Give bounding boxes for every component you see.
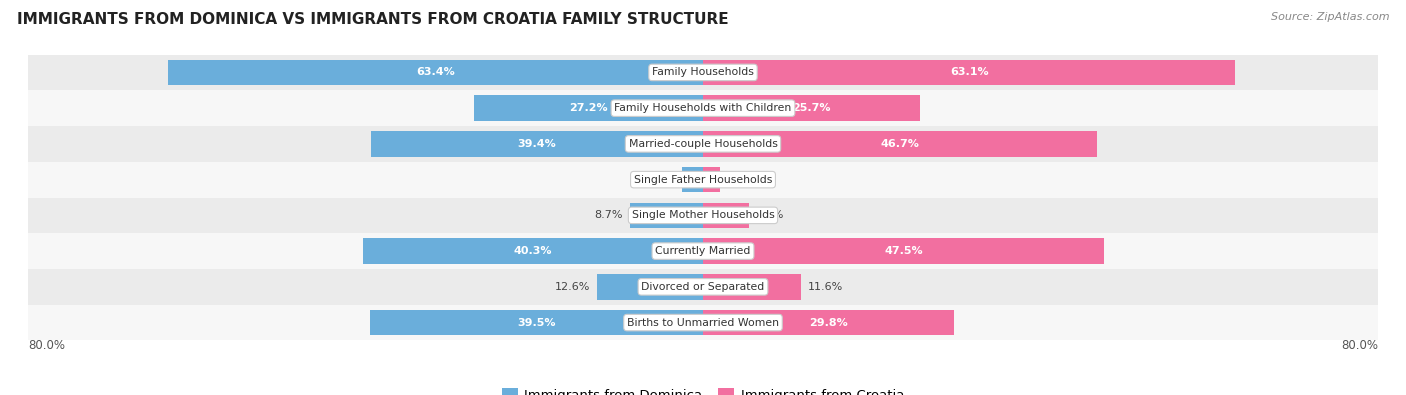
Text: Single Mother Households: Single Mother Households <box>631 211 775 220</box>
Text: 80.0%: 80.0% <box>1341 339 1378 352</box>
Text: 40.3%: 40.3% <box>513 246 553 256</box>
Text: 8.7%: 8.7% <box>595 211 623 220</box>
Bar <box>703 60 1236 85</box>
Bar <box>28 198 1378 233</box>
Text: 25.7%: 25.7% <box>792 103 831 113</box>
Text: Married-couple Households: Married-couple Households <box>628 139 778 149</box>
Text: 46.7%: 46.7% <box>880 139 920 149</box>
Text: 63.1%: 63.1% <box>950 68 988 77</box>
Bar <box>28 269 1378 305</box>
Text: 39.4%: 39.4% <box>517 139 557 149</box>
Text: 27.2%: 27.2% <box>569 103 607 113</box>
Text: Source: ZipAtlas.com: Source: ZipAtlas.com <box>1271 12 1389 22</box>
Bar <box>474 95 703 121</box>
Text: 29.8%: 29.8% <box>810 318 848 327</box>
Bar <box>703 167 720 192</box>
Bar <box>28 55 1378 90</box>
Bar <box>703 274 801 300</box>
Text: 39.5%: 39.5% <box>517 318 555 327</box>
Bar <box>28 90 1378 126</box>
Text: 63.4%: 63.4% <box>416 68 456 77</box>
Bar <box>28 233 1378 269</box>
Text: Family Households with Children: Family Households with Children <box>614 103 792 113</box>
Text: 80.0%: 80.0% <box>28 339 65 352</box>
Bar <box>28 305 1378 340</box>
Text: Single Father Households: Single Father Households <box>634 175 772 184</box>
Text: 2.0%: 2.0% <box>727 175 755 184</box>
Bar <box>169 60 703 85</box>
Bar <box>363 238 703 264</box>
Text: 12.6%: 12.6% <box>554 282 591 292</box>
Bar <box>703 238 1104 264</box>
Bar <box>703 203 748 228</box>
Bar <box>682 167 703 192</box>
Legend: Immigrants from Dominica, Immigrants from Croatia: Immigrants from Dominica, Immigrants fro… <box>496 383 910 395</box>
Bar <box>371 131 703 157</box>
Text: Births to Unmarried Women: Births to Unmarried Women <box>627 318 779 327</box>
Bar <box>596 274 703 300</box>
Text: Currently Married: Currently Married <box>655 246 751 256</box>
Text: 47.5%: 47.5% <box>884 246 922 256</box>
Bar <box>630 203 703 228</box>
Bar <box>703 310 955 335</box>
Text: 2.5%: 2.5% <box>647 175 675 184</box>
Text: 11.6%: 11.6% <box>807 282 842 292</box>
Bar <box>28 126 1378 162</box>
Bar <box>703 95 920 121</box>
Bar <box>370 310 703 335</box>
Bar <box>28 162 1378 198</box>
Text: 5.4%: 5.4% <box>755 211 783 220</box>
Text: Family Households: Family Households <box>652 68 754 77</box>
Text: Divorced or Separated: Divorced or Separated <box>641 282 765 292</box>
Text: IMMIGRANTS FROM DOMINICA VS IMMIGRANTS FROM CROATIA FAMILY STRUCTURE: IMMIGRANTS FROM DOMINICA VS IMMIGRANTS F… <box>17 12 728 27</box>
Bar <box>703 131 1097 157</box>
